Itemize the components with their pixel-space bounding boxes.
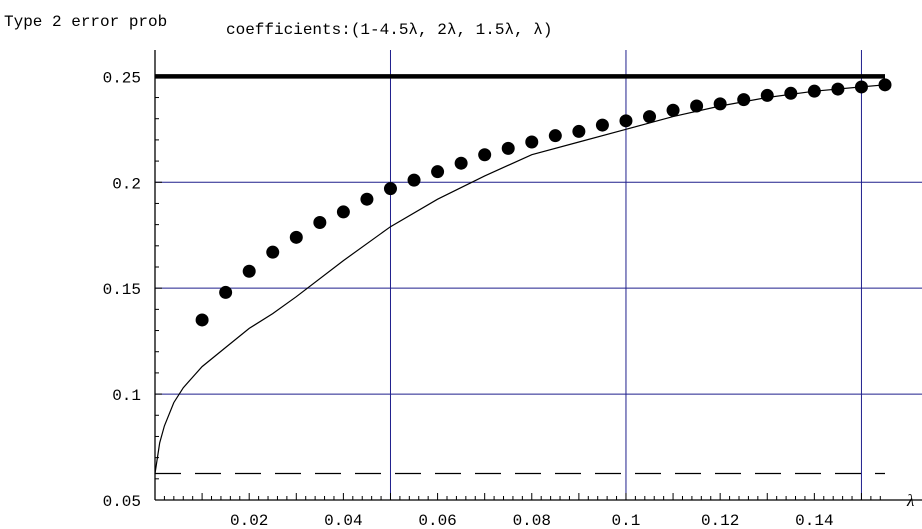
data-point <box>336 205 350 219</box>
x-tick-label: 0.12 <box>701 512 739 529</box>
y-axis-label: Type 2 error prob <box>4 13 167 31</box>
x-tick-label: 0.14 <box>795 512 833 529</box>
data-point <box>666 103 680 117</box>
data-point <box>713 97 727 111</box>
data-point <box>619 114 633 128</box>
data-point <box>807 84 821 98</box>
data-point <box>360 192 374 206</box>
data-point <box>219 285 233 299</box>
data-point <box>690 99 704 113</box>
data-point <box>784 86 798 100</box>
data-point <box>478 148 492 162</box>
y-tick-label: 0.15 <box>103 281 141 299</box>
curve-line <box>154 84 886 474</box>
x-tick-label: 0.06 <box>418 512 456 529</box>
axes <box>154 50 922 501</box>
data-point <box>431 165 445 179</box>
data-point <box>289 230 303 244</box>
data-point <box>854 80 868 94</box>
y-tick-label: 0.1 <box>112 387 141 405</box>
x-tick-label: 0.02 <box>230 512 268 529</box>
data-point <box>878 78 892 92</box>
chart-title: coefficients:(1-4.5λ, 2λ, 1.5λ, λ) <box>226 21 552 39</box>
reference-lines <box>155 74 885 475</box>
data-point <box>548 129 562 143</box>
data-point <box>572 124 586 138</box>
data-point <box>643 110 657 124</box>
ticks: 0.02 0.04 0.06 0.08 0.1 0.12 0.14 0.05 0.1 0.15 0.… <box>103 69 881 529</box>
points-group <box>195 78 892 327</box>
data-point <box>313 216 327 230</box>
data-point <box>195 313 209 327</box>
data-point <box>266 245 280 259</box>
x-tick-label: 0.08 <box>513 512 551 529</box>
y-tick-label: 0.2 <box>112 175 141 193</box>
data-point <box>242 264 256 278</box>
data-point <box>454 156 468 170</box>
y-tick-label: 0.25 <box>103 69 141 87</box>
data-point <box>595 118 609 132</box>
x-axis-label: λ <box>906 491 914 510</box>
data-point <box>737 93 751 107</box>
data-point <box>501 141 515 155</box>
data-point <box>383 182 397 196</box>
y-tick-label: 0.05 <box>103 493 141 511</box>
data-point <box>760 88 774 102</box>
data-point <box>831 82 845 96</box>
x-tick-label: 0.1 <box>612 512 641 529</box>
data-point <box>525 135 539 149</box>
x-tick-label: 0.04 <box>324 512 362 529</box>
grid-lines <box>155 50 922 500</box>
data-point <box>407 173 421 187</box>
curve-group <box>154 84 886 474</box>
